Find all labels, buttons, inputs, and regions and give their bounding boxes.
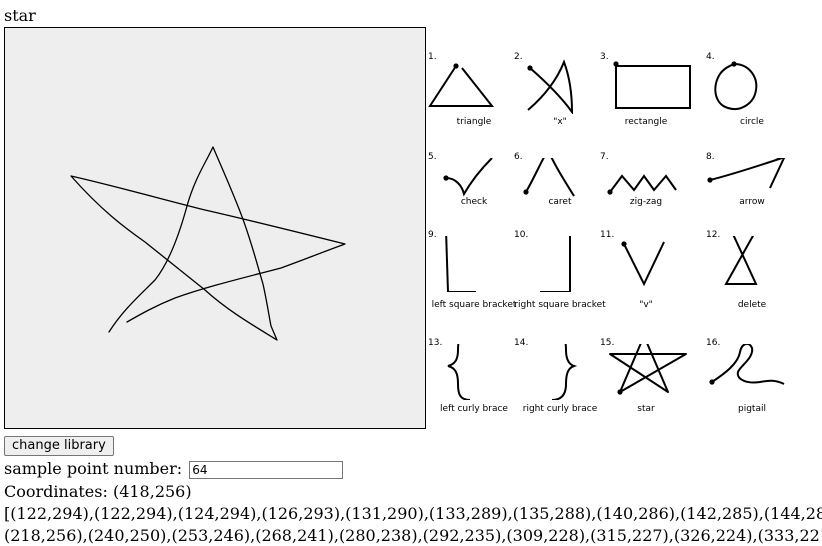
library-item-right-square-bracket[interactable]: 10. right square bracket: [512, 230, 608, 310]
v-gesture-icon: [621, 241, 665, 287]
item-number: 5.: [428, 152, 437, 162]
library-item-check[interactable]: 5. check: [426, 152, 522, 232]
triangle-gesture-icon: [428, 63, 495, 107]
library-item-circle[interactable]: 4. circle: [704, 52, 800, 132]
library-item-v[interactable]: 11. "v": [598, 230, 694, 310]
item-label: left square bracket: [431, 300, 517, 310]
left-curly-brace-gesture-icon: [447, 344, 471, 400]
coordinates-readout: Coordinates: (418,256): [4, 482, 192, 501]
item-number: 3.: [600, 52, 609, 62]
item-number: 1.: [428, 52, 437, 62]
item-number: 15.: [600, 338, 615, 348]
item-label: "v": [639, 300, 653, 310]
library-item-rectangle[interactable]: 3. rectangle: [598, 52, 694, 132]
library-item-pigtail[interactable]: 16. pigtail: [704, 338, 800, 418]
rectangle-gesture-icon: [613, 61, 691, 109]
item-label: check: [460, 197, 488, 207]
item-label: "x": [553, 117, 567, 127]
x-gesture-icon: [527, 59, 574, 114]
drawing-canvas[interactable]: [4, 27, 426, 429]
library-item-left-curly-brace[interactable]: 13. left curly brace: [426, 338, 522, 418]
item-label: right curly brace: [522, 404, 598, 414]
drawn-star-stroke: [70, 146, 346, 341]
star-gesture-icon: [609, 344, 687, 395]
right-square-bracket-gesture-icon: [540, 236, 571, 292]
item-number: 10.: [514, 230, 529, 240]
item-number: 4.: [706, 52, 715, 62]
item-label: star: [637, 404, 655, 414]
change-library-button[interactable]: change library: [4, 436, 114, 456]
item-number: 9.: [428, 230, 437, 240]
arrow-gesture-icon: [707, 158, 786, 189]
pigtail-gesture-icon: [709, 344, 785, 385]
library-item-caret[interactable]: 6. caret: [512, 152, 608, 232]
left-square-bracket-gesture-icon: [445, 236, 476, 292]
library-item-star[interactable]: 15. star: [598, 338, 694, 418]
item-label: circle: [740, 117, 764, 127]
library-item-left-square-bracket[interactable]: 9. left square bracket: [426, 230, 522, 310]
sample-point-label: sample point number:: [4, 459, 183, 478]
circle-gesture-icon: [714, 61, 758, 110]
item-label: triangle: [456, 117, 492, 127]
delete-gesture-icon: [724, 236, 758, 285]
item-number: 16.: [706, 338, 721, 348]
sample-point-input[interactable]: [189, 460, 344, 479]
points-list: [(122,294),(122,294),(124,294),(126,293)…: [4, 503, 822, 546]
item-label: pigtail: [738, 404, 766, 414]
points-line-2: (218,256),(240,250),(253,246),(268,241),…: [4, 526, 822, 545]
page-title: star: [4, 6, 36, 25]
gesture-library: 1. triangle 2. "x" 3. rectangle 4. circl…: [426, 52, 822, 424]
item-label: rectangle: [624, 117, 668, 127]
zig-zag-gesture-icon: [607, 174, 677, 195]
item-label: delete: [737, 300, 767, 310]
library-item-x[interactable]: 2. "x": [512, 52, 608, 132]
item-label: left curly brace: [440, 404, 508, 414]
sample-point-row: sample point number:: [4, 458, 344, 480]
item-number: 12.: [706, 230, 721, 240]
item-number: 6.: [514, 152, 523, 162]
item-number: 11.: [600, 230, 615, 240]
right-curly-brace-gesture-icon: [551, 344, 578, 400]
item-number: 14.: [514, 338, 529, 348]
item-label: caret: [548, 197, 572, 207]
library-item-triangle[interactable]: 1. triangle: [426, 52, 522, 132]
library-item-arrow[interactable]: 8. arrow: [704, 152, 800, 232]
item-number: 13.: [428, 338, 443, 348]
check-gesture-icon: [443, 158, 493, 197]
item-number: 2.: [514, 52, 523, 62]
item-label: arrow: [739, 197, 765, 207]
caret-gesture-icon: [523, 158, 575, 197]
item-label: zig-zag: [629, 197, 663, 207]
points-line-1: [(122,294),(122,294),(124,294),(126,293)…: [4, 504, 822, 523]
library-item-delete[interactable]: 12. delete: [704, 230, 800, 310]
library-item-right-curly-brace[interactable]: 14. right curly brace: [512, 338, 608, 418]
item-number: 7.: [600, 152, 609, 162]
item-label: right square bracket: [514, 300, 606, 310]
item-number: 8.: [706, 152, 715, 162]
library-item-zig-zag[interactable]: 7. zig-zag: [598, 152, 694, 232]
